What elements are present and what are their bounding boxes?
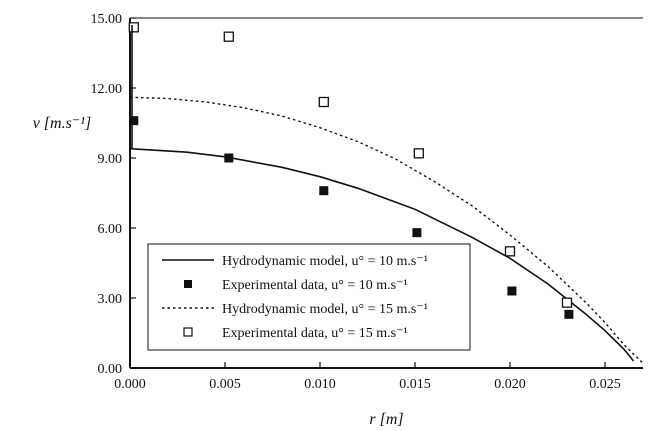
data-point-open bbox=[561, 297, 573, 308]
x-tick-label: 0.020 bbox=[494, 377, 526, 392]
plot-frame bbox=[129, 17, 643, 369]
x-tick-label: 0.015 bbox=[399, 377, 431, 392]
data-point-open bbox=[504, 246, 516, 257]
series-layer bbox=[128, 22, 644, 364]
y-axis-label: v [m.s⁻¹] bbox=[33, 115, 92, 132]
x-tick-label: 0.025 bbox=[589, 377, 621, 392]
x-tick-label: 0.010 bbox=[304, 377, 336, 392]
legend-open-square bbox=[183, 327, 193, 337]
y-tick-label: 0.00 bbox=[98, 362, 123, 377]
data-point-filled bbox=[129, 116, 139, 126]
model-line-3 bbox=[129, 96, 644, 364]
x-tick-label: 0.000 bbox=[114, 377, 146, 392]
data-point-open bbox=[318, 96, 329, 108]
x-tick-label: 0.005 bbox=[209, 377, 241, 392]
legend-box bbox=[147, 243, 471, 351]
model-line-1 bbox=[129, 147, 635, 362]
data-point-filled bbox=[507, 286, 517, 296]
y-tick-label: 9.00 bbox=[98, 152, 123, 167]
y-tick-label: 6.00 bbox=[98, 222, 123, 237]
x-axis-ticks: 0.000 0.005 0.010 0.015 0.020 0.025 bbox=[114, 362, 621, 392]
legend-entry-label: Experimental data, u° = 15 m.s⁻¹ bbox=[222, 326, 408, 341]
y-tick-label: 12.00 bbox=[91, 82, 123, 97]
y-axis-ticks: 0.00 3.00 6.00 9.00 12.00 15.00 bbox=[91, 12, 136, 377]
data-point-open bbox=[413, 148, 424, 159]
data-point-open bbox=[128, 22, 139, 33]
data-point-open bbox=[223, 31, 234, 42]
x-axis-label: r [m] bbox=[369, 411, 403, 428]
y-tick-label: 15.00 bbox=[91, 12, 123, 27]
data-point-filled bbox=[224, 153, 234, 163]
data-point-filled bbox=[564, 309, 574, 319]
legend-entry-label: Hydrodynamic model, u° = 10 m.s⁻¹ bbox=[222, 254, 428, 269]
data-point-filled bbox=[319, 186, 329, 196]
legend: Hydrodynamic model, u° = 10 m.s⁻¹ Experim… bbox=[147, 243, 471, 351]
legend-entry-label: Hydrodynamic model, u° = 15 m.s⁻¹ bbox=[222, 302, 428, 317]
legend-entry-label: Experimental data, u° = 10 m.s⁻¹ bbox=[222, 278, 408, 293]
legend-entries: Hydrodynamic model, u° = 10 m.s⁻¹ Experim… bbox=[162, 254, 428, 341]
legend-filled-square bbox=[184, 280, 192, 288]
y-tick-label: 3.00 bbox=[98, 292, 123, 307]
data-point-filled bbox=[412, 228, 422, 238]
